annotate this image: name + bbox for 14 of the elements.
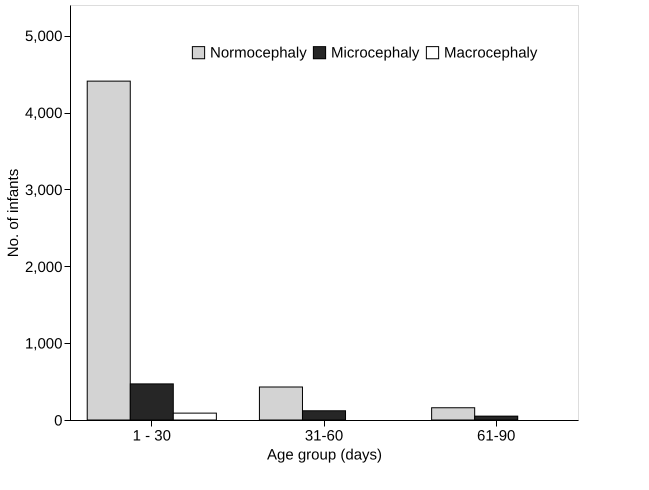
y-tick-label: 2,000 bbox=[24, 258, 62, 276]
y-tick-label: 1,000 bbox=[24, 336, 62, 353]
y-axis-title: No. of infants bbox=[4, 168, 22, 258]
x-tick-label: 31-60 bbox=[304, 428, 344, 444]
y-tick-label: 3,000 bbox=[24, 182, 62, 199]
y-tick-label: 4,000 bbox=[24, 105, 62, 122]
x-tick-label: 61-90 bbox=[477, 428, 516, 444]
legend-label: Normocephaly bbox=[210, 44, 308, 62]
x-tick-label: 1 - 30 bbox=[132, 428, 171, 444]
legend-label: Macrocephaly bbox=[444, 44, 538, 62]
y-tick-label: 0 bbox=[54, 412, 62, 430]
y-tick-label: 5,000 bbox=[24, 28, 62, 46]
legend-label: Microcephaly bbox=[331, 44, 420, 62]
x-axis-title: Age group (days) bbox=[266, 446, 382, 464]
